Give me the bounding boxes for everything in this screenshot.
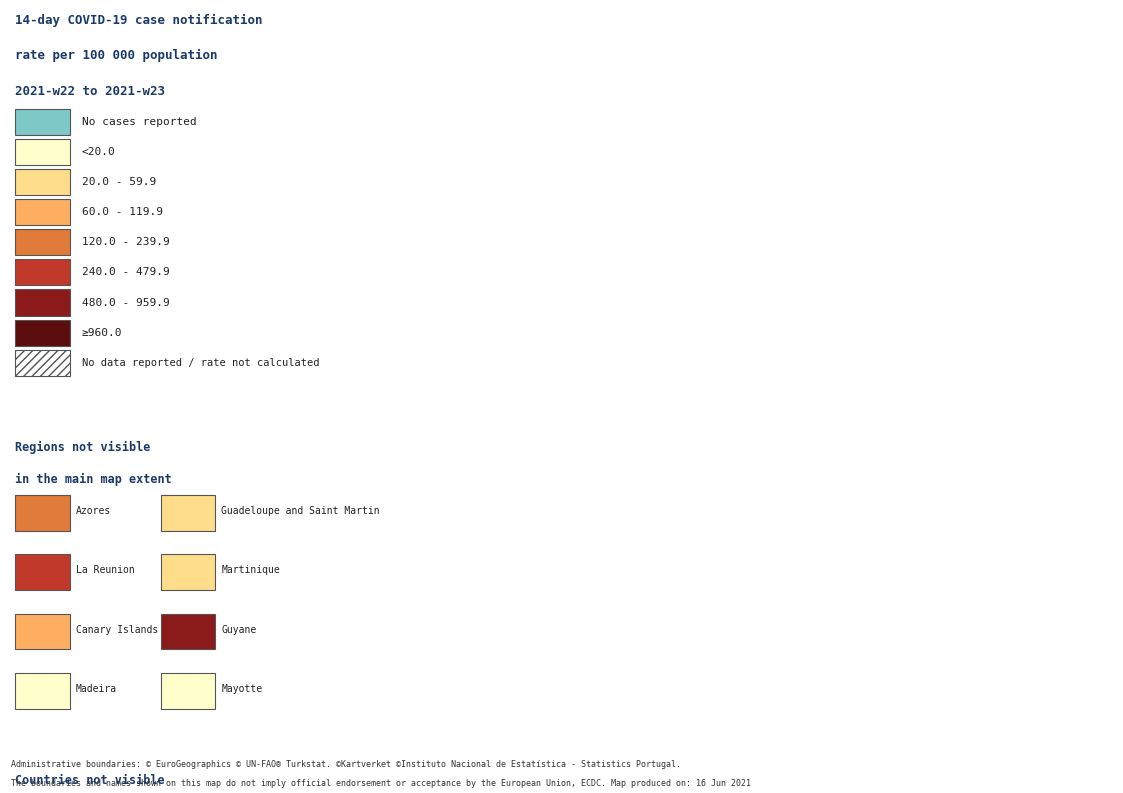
- Text: The boundaries and names shown on this map do not imply official endorsement or : The boundaries and names shown on this m…: [11, 779, 751, 788]
- Text: <20.0: <20.0: [82, 147, 116, 157]
- FancyBboxPatch shape: [16, 139, 70, 165]
- Text: Martinique: Martinique: [221, 565, 280, 575]
- FancyBboxPatch shape: [16, 169, 70, 195]
- Text: Guadeloupe and Saint Martin: Guadeloupe and Saint Martin: [221, 506, 380, 515]
- FancyBboxPatch shape: [161, 614, 216, 649]
- Text: Madeira: Madeira: [76, 684, 117, 694]
- Text: 240.0 - 479.9: 240.0 - 479.9: [82, 267, 170, 278]
- FancyBboxPatch shape: [16, 673, 70, 709]
- Text: 2021-w22 to 2021-w23: 2021-w22 to 2021-w23: [16, 85, 165, 98]
- FancyBboxPatch shape: [16, 109, 70, 135]
- Text: Canary Islands: Canary Islands: [76, 625, 158, 634]
- Text: 20.0 - 59.9: 20.0 - 59.9: [82, 177, 156, 187]
- Text: rate per 100 000 population: rate per 100 000 population: [16, 49, 218, 63]
- Text: Countries not visible: Countries not visible: [16, 774, 165, 787]
- Text: La Reunion: La Reunion: [76, 565, 135, 575]
- FancyBboxPatch shape: [161, 495, 216, 531]
- Text: 14-day COVID-19 case notification: 14-day COVID-19 case notification: [16, 13, 263, 27]
- Text: in the main map extent: in the main map extent: [16, 473, 172, 486]
- Text: ≥960.0: ≥960.0: [82, 328, 122, 338]
- FancyBboxPatch shape: [16, 614, 70, 649]
- FancyBboxPatch shape: [161, 554, 216, 590]
- Text: 60.0 - 119.9: 60.0 - 119.9: [82, 207, 163, 217]
- FancyBboxPatch shape: [161, 673, 216, 709]
- Text: Administrative boundaries: © EuroGeographics © UN-FAO® Turkstat. ©Kartverket ©In: Administrative boundaries: © EuroGeograp…: [11, 760, 682, 769]
- Text: Mayotte: Mayotte: [221, 684, 263, 694]
- FancyBboxPatch shape: [16, 259, 70, 285]
- Text: Guyane: Guyane: [221, 625, 256, 634]
- FancyBboxPatch shape: [16, 289, 70, 316]
- FancyBboxPatch shape: [16, 350, 70, 376]
- FancyBboxPatch shape: [16, 320, 70, 346]
- FancyBboxPatch shape: [16, 495, 70, 531]
- Text: 480.0 - 959.9: 480.0 - 959.9: [82, 297, 170, 308]
- Text: Azores: Azores: [76, 506, 111, 515]
- Text: 120.0 - 239.9: 120.0 - 239.9: [82, 237, 170, 247]
- Text: No cases reported: No cases reported: [82, 117, 197, 127]
- FancyBboxPatch shape: [16, 554, 70, 590]
- Text: Regions not visible: Regions not visible: [16, 441, 150, 454]
- Text: No data reported / rate not calculated: No data reported / rate not calculated: [82, 358, 319, 368]
- FancyBboxPatch shape: [16, 199, 70, 225]
- FancyBboxPatch shape: [16, 229, 70, 255]
